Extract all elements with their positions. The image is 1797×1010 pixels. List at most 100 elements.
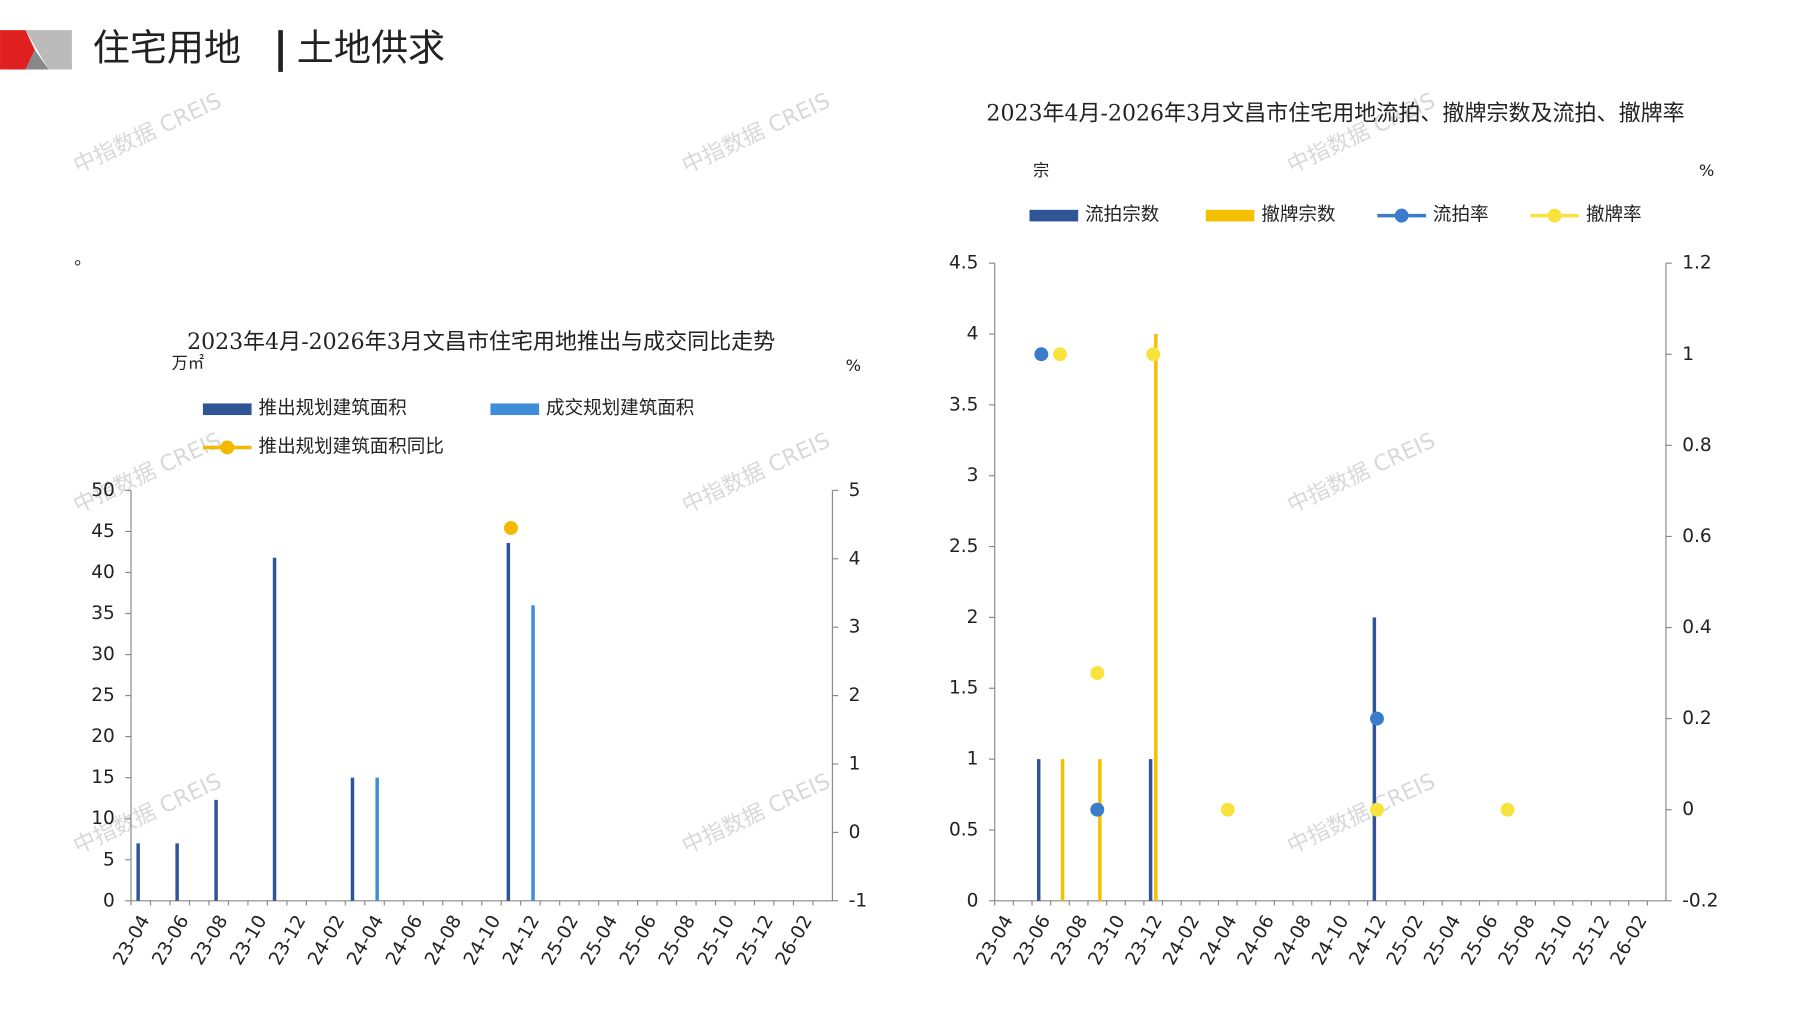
y-tick-label: 2.5 <box>949 536 978 557</box>
logo-dark <box>25 49 49 70</box>
x-tick-label: 24-04 <box>343 912 388 969</box>
marker <box>503 521 518 535</box>
x-tick-label: 25-02 <box>538 912 583 969</box>
bar <box>136 843 140 901</box>
watermark: 中指数据 CREIS <box>70 428 226 518</box>
y-tick-label: 1.5 <box>949 678 978 699</box>
y-tick-label: 0 <box>967 890 979 911</box>
title-divider <box>278 30 283 72</box>
bar <box>175 843 179 901</box>
legend-marker <box>1394 208 1409 223</box>
x-tick-label: 25-06 <box>616 912 661 969</box>
bar <box>350 777 355 901</box>
y-tick-label: 3 <box>967 465 979 486</box>
bar <box>1060 759 1065 901</box>
x-tick-label: 24-12 <box>499 912 544 969</box>
x-tick-label: 26-02 <box>1607 912 1652 969</box>
y2-tick-label: 3 <box>849 617 861 638</box>
logo-gray <box>25 30 72 70</box>
x-tick-label: 23-10 <box>226 912 271 969</box>
x-tick-label: 25-12 <box>733 912 778 969</box>
legend-label: 推出规划建筑面积同比 <box>259 436 444 457</box>
legend-swatch <box>1029 209 1079 222</box>
bar <box>214 799 218 901</box>
bar <box>1148 759 1153 901</box>
y-tick-label: 45 <box>91 521 115 542</box>
y-tick-label: 5 <box>103 849 115 870</box>
y-tick-label: 3.5 <box>949 394 978 415</box>
chart-title: 2023年4月-2026年3月文昌市住宅用地流拍、撤牌宗数及流拍、撤牌率 <box>986 100 1685 127</box>
legend-label: 成交规划建筑面积 <box>546 398 694 419</box>
y2-tick-label: 0 <box>1682 799 1694 820</box>
y-tick-label: 50 <box>91 480 115 501</box>
y2-tick-label: 0.8 <box>1682 435 1711 456</box>
y-tick-label: 2 <box>967 607 979 628</box>
watermark: 中指数据 CREIS <box>1284 428 1440 518</box>
legend-swatch <box>490 403 540 416</box>
y-tick-label: 25 <box>91 685 115 706</box>
marker <box>1090 666 1105 681</box>
x-tick-label: 23-08 <box>187 912 232 969</box>
y-tick-label: 10 <box>91 808 115 829</box>
bar <box>375 777 379 901</box>
legend-label: 流拍宗数 <box>1085 205 1159 226</box>
page-subtitle: 土地供求 <box>297 27 445 70</box>
x-tick-label: 24-10 <box>460 912 505 969</box>
y2-axis-unit: % <box>1699 161 1714 180</box>
y2-tick-label: 0.4 <box>1682 617 1711 638</box>
legend-marker <box>1547 208 1562 223</box>
y2-tick-label: 1 <box>1682 344 1694 365</box>
watermark: 中指数据 CREIS <box>679 769 835 859</box>
watermark: 中指数据 CREIS <box>679 89 835 179</box>
y-tick-label: 40 <box>91 562 115 583</box>
y-tick-label: 20 <box>91 726 115 747</box>
y2-tick-label: -0.2 <box>1682 890 1718 911</box>
logo-red <box>0 30 35 70</box>
legend-label: 流拍率 <box>1433 205 1489 226</box>
y-tick-label: 0 <box>103 890 115 911</box>
page-title: 住宅用地 <box>93 27 241 70</box>
marker <box>1500 802 1515 817</box>
y-axis-unit: 宗 <box>1033 161 1049 180</box>
x-tick-label: 23-12 <box>265 912 310 969</box>
legend-swatch <box>202 403 252 416</box>
x-tick-label: 25-04 <box>577 912 622 969</box>
y2-tick-label: 4 <box>849 548 861 569</box>
x-tick-label: 24-02 <box>304 912 349 969</box>
watermark: 中指数据 CREIS <box>1284 769 1440 859</box>
bar <box>1372 617 1377 901</box>
y-tick-label: 30 <box>91 644 115 665</box>
title-box: 2023年4月-2026年3月文昌市住宅用地推出与成交同比走势 <box>187 329 776 355</box>
marker <box>1220 802 1235 817</box>
y-tick-label: 4.5 <box>949 253 978 274</box>
y2-tick-label: 1 <box>849 753 861 774</box>
y-tick-label: 0.5 <box>949 819 978 840</box>
legend-label: 撤牌宗数 <box>1261 205 1335 226</box>
y-tick-label: 1 <box>967 749 979 770</box>
x-tick-label: 24-06 <box>382 912 427 969</box>
y2-tick-label: 0.6 <box>1682 526 1711 547</box>
watermark: 中指数据 CREIS <box>70 89 226 179</box>
y2-tick-label: -1 <box>849 890 867 911</box>
y-axis-unit: 万㎡ <box>172 354 204 373</box>
bar <box>506 542 511 901</box>
x-tick-label: 26-02 <box>772 912 817 969</box>
y2-tick-label: 5 <box>849 480 861 501</box>
y2-tick-label: 2 <box>849 685 861 706</box>
note: 。 <box>74 250 91 270</box>
bar <box>272 557 277 901</box>
legend-label: 撤牌率 <box>1586 205 1642 226</box>
watermark: 中指数据 CREIS <box>679 428 835 518</box>
y2-tick-label: 0 <box>849 822 861 843</box>
y-tick-label: 15 <box>91 767 115 788</box>
y-tick-label: 35 <box>91 603 115 624</box>
y2-tick-label: 1.2 <box>1682 253 1711 274</box>
bar <box>531 605 535 901</box>
chart-title: 2023年4月-2026年3月文昌市住宅用地推出与成交同比走势 <box>187 329 776 355</box>
y-tick-label: 4 <box>967 324 979 345</box>
bar <box>1036 759 1041 901</box>
y2-tick-label: 0.2 <box>1682 708 1711 729</box>
marker <box>1090 802 1105 817</box>
x-tick-label: 25-10 <box>694 912 739 969</box>
